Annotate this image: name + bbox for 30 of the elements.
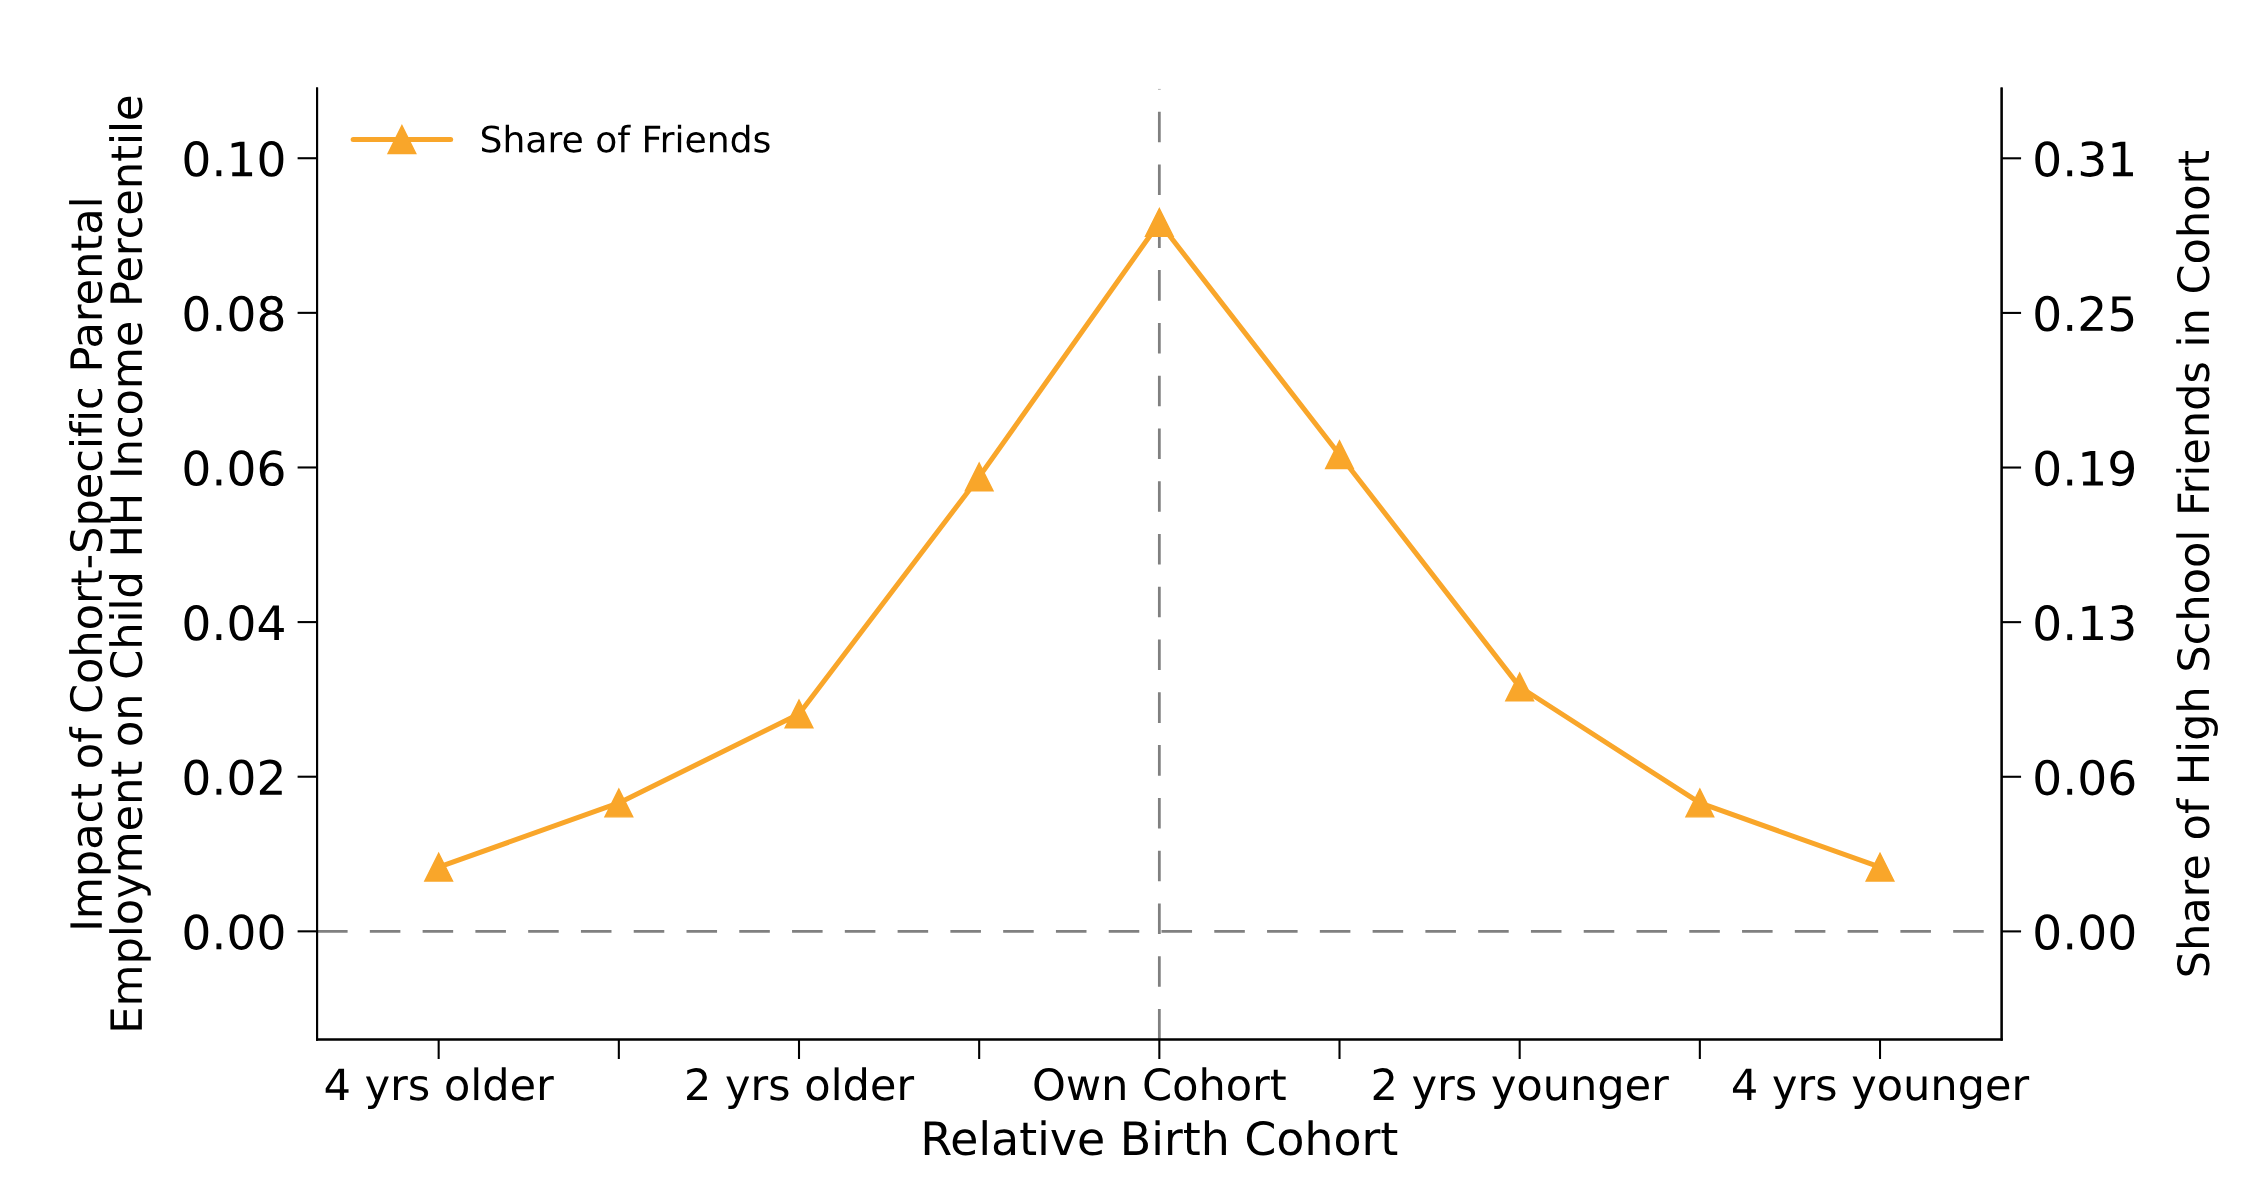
y-tick-label: 0.04	[184, 604, 284, 641]
y-axis-title: Impact of Cohort-Specific Parental Employment on Child HH Income Percentile	[69, 96, 151, 1030]
y2-axis-title: Share of High School Friends in Cohort	[2176, 150, 2218, 976]
point	[964, 462, 994, 492]
y2-tick-label: 0.25	[2035, 295, 2134, 332]
x-tick-label: 2 yrs younger	[1373, 1068, 1669, 1110]
point	[1685, 788, 1715, 818]
legend-label: Share of Friends	[481, 124, 770, 153]
y2-tick-label: 0.13	[2035, 605, 2134, 641]
point	[1144, 207, 1174, 238]
y2-tick-label: 0.31	[2035, 141, 2133, 177]
point	[784, 699, 814, 729]
point	[424, 852, 454, 882]
y-tick-label: 0.08	[184, 295, 284, 332]
point	[1865, 852, 1895, 882]
y-tick-label: 0.02	[184, 759, 282, 796]
x-axis-title: Relative Birth Cohort	[924, 1120, 1398, 1156]
y2-tick-label: 0.00	[2035, 914, 2135, 950]
x-tick-label: 2 yrs older	[687, 1067, 915, 1110]
y2-tick-label: 0.19	[2035, 450, 2135, 487]
point	[604, 788, 634, 818]
x-tick-label: 4 yrs younger	[1732, 1068, 2030, 1110]
y-tick-label: 0.00	[184, 914, 284, 950]
y-tick-label: 0.10	[184, 141, 284, 177]
y-tick-label: 0.06	[184, 450, 284, 487]
y2-tick-label: 0.06	[2035, 759, 2135, 796]
point	[1324, 440, 1355, 470]
x-tick-label: 4 yrs older	[325, 1067, 554, 1110]
point	[1505, 672, 1535, 702]
x-tick-label: Own Cohort	[1034, 1067, 1286, 1101]
